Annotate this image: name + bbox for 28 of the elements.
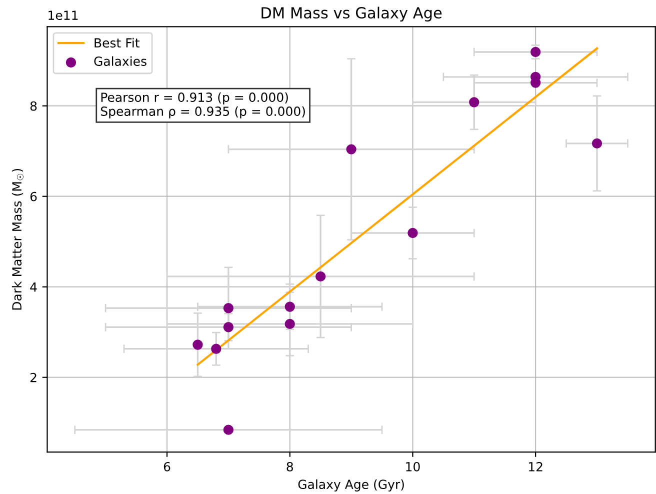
- text: 1e11: [48, 10, 78, 20]
- point: [284, 302, 295, 312]
- point: [592, 138, 602, 149]
- point: [530, 46, 541, 58]
- point: [315, 271, 326, 282]
- y-tick-label: 2: [30, 372, 36, 382]
- x-tick-label: 10: [406, 462, 420, 472]
- legend-label: Best Fit: [94, 38, 140, 48]
- point: [192, 340, 203, 350]
- point: [211, 344, 222, 354]
- x-tick-label: 12: [528, 462, 542, 472]
- point: [346, 144, 356, 154]
- y-tick-label: 8: [30, 101, 37, 111]
- point: [469, 97, 480, 108]
- annotation: Pearson r = 0.913 (p = 0.000) Spearman ρ = 0.935 (p = 0.000): [100, 92, 305, 118]
- legend-label: Galaxies: [94, 56, 146, 66]
- y-tick-label: 6: [30, 192, 37, 202]
- point: [408, 228, 418, 238]
- x-tick-label: 6: [164, 462, 170, 472]
- y-tick-label: 4: [30, 282, 37, 292]
- x-axis-title: Galaxy Age (Gyr): [298, 479, 404, 492]
- point: [223, 303, 234, 314]
- x-tick-label: 8: [286, 462, 293, 472]
- point: [223, 322, 234, 332]
- point: [284, 318, 295, 330]
- chart-title: DM Mass vs Galaxy Age: [262, 6, 442, 22]
- point: [223, 424, 234, 435]
- y-axis-title: Dark Matter Mass (M$_{☉}$): [12, 168, 24, 310]
